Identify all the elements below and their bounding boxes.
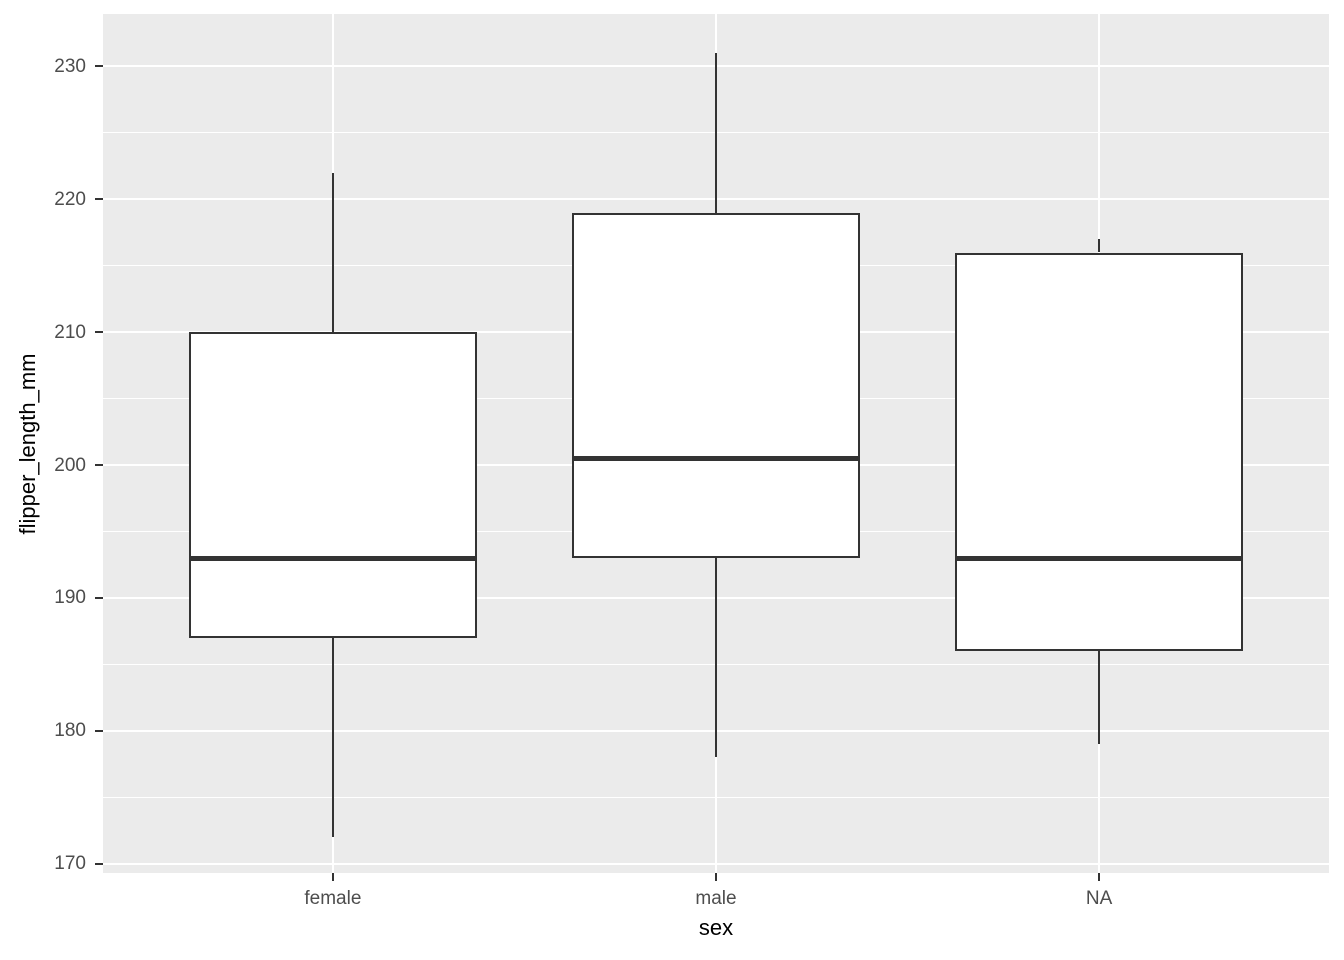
y-axis-tick bbox=[95, 65, 103, 68]
lower-whisker bbox=[715, 558, 717, 758]
y-axis-title: flipper_length_mm bbox=[15, 353, 40, 534]
median-line bbox=[189, 555, 477, 561]
y-axis-tick bbox=[95, 464, 103, 467]
plot-panel bbox=[103, 14, 1329, 873]
median-line bbox=[955, 555, 1243, 561]
y-tick-label: 220 bbox=[54, 188, 86, 210]
x-tick-label: male bbox=[695, 888, 737, 909]
upper-whisker bbox=[1098, 239, 1101, 253]
x-axis-tick bbox=[1098, 873, 1101, 881]
x-axis-tick bbox=[331, 873, 334, 881]
x-axis-title: sex bbox=[698, 915, 734, 940]
lower-whisker bbox=[331, 637, 334, 838]
upper-whisker bbox=[331, 172, 334, 333]
x-axis-tick bbox=[715, 873, 717, 881]
x-tick-label: female bbox=[304, 888, 362, 909]
y-tick-label: 210 bbox=[54, 321, 86, 343]
y-tick-label: 230 bbox=[54, 55, 86, 77]
y-axis-tick bbox=[95, 596, 103, 599]
upper-whisker bbox=[715, 53, 717, 213]
x-tick-label: NA bbox=[1085, 888, 1113, 909]
box-male bbox=[572, 212, 860, 559]
y-tick-label: 200 bbox=[54, 454, 86, 476]
y-axis-tick bbox=[95, 862, 103, 865]
lower-whisker bbox=[1098, 651, 1101, 745]
y-tick-label: 180 bbox=[54, 720, 86, 742]
box-NA bbox=[955, 252, 1243, 652]
y-axis-tick bbox=[95, 198, 103, 201]
y-tick-label: 170 bbox=[54, 853, 86, 875]
y-axis-tick bbox=[95, 729, 103, 732]
y-axis-tick bbox=[95, 331, 103, 334]
y-tick-label: 190 bbox=[54, 587, 86, 609]
box-female bbox=[189, 332, 477, 638]
median-line bbox=[572, 455, 860, 461]
